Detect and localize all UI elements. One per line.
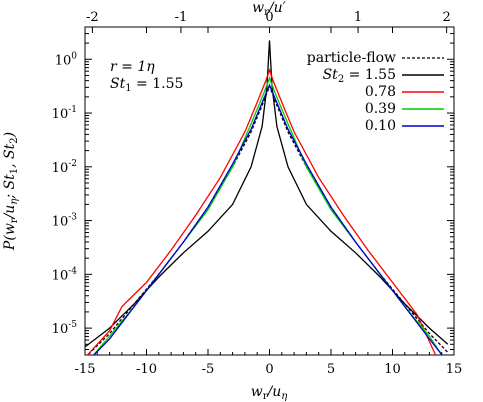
legend-label-st2-1.55: St2 = 1.55	[323, 67, 396, 85]
annotation-r: r = 1η	[110, 59, 155, 75]
x-tick-label: 0	[265, 362, 273, 377]
y-tick-label: 10-4	[52, 266, 78, 283]
x2-tick-label: 1	[354, 10, 362, 25]
series-line-st2-0.78	[86, 67, 437, 355]
x-axis-label: wr/uη	[251, 384, 288, 402]
y-tick-label: 10-2	[52, 159, 77, 176]
series-line-st2-1.55	[85, 40, 449, 348]
y-tick-label: 10-3	[52, 213, 78, 230]
x-tick-label: -15	[75, 362, 96, 377]
ticks-layer: -15 -10 -5 0 5 10 15-2 -1 0 1 210010-110-210-310-4…	[52, 10, 463, 377]
x2-tick-label: 2	[442, 10, 450, 25]
y-tick-label: 10-5	[52, 320, 78, 337]
legend-label-0.39: 0.39	[365, 101, 396, 117]
x-tick-label: 10	[384, 362, 401, 377]
annotation-st1: St1 = 1.55	[110, 76, 183, 94]
x-tick-label: -5	[202, 362, 215, 377]
x-tick-label: -10	[136, 362, 157, 377]
x2-tick-label: -2	[86, 10, 99, 25]
legend-label-particle-flow: particle-flow	[307, 50, 396, 66]
x2-tick-label: -1	[175, 10, 188, 25]
series-layer	[85, 40, 449, 355]
x-tick-label: 15	[446, 362, 463, 377]
legend-label-0.10: 0.10	[365, 118, 396, 134]
x2-axis-label: wr/u′	[252, 0, 286, 18]
y-tick-label: 10-1	[52, 105, 77, 122]
x-tick-label: 5	[327, 362, 335, 377]
y-tick-label: 100	[55, 51, 78, 68]
x2-tick-label: 0	[265, 10, 273, 25]
series-line-st2-0.10	[92, 83, 443, 355]
y-axis-label: P(wr/uη; St1, St2)	[2, 132, 20, 251]
legend-label-0.78: 0.78	[365, 84, 396, 100]
legend: particle-flow St2 = 1.55 0.78 0.39 0.10	[307, 50, 444, 134]
